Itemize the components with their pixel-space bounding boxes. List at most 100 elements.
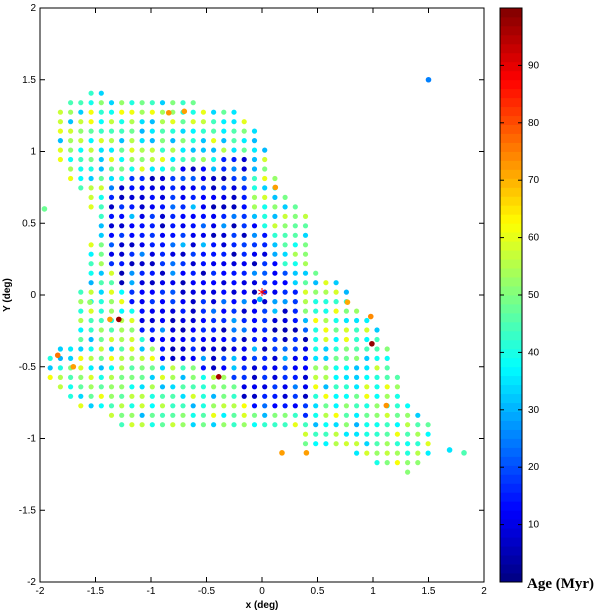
- scatter-point: [190, 393, 196, 399]
- scatter-point: [159, 175, 166, 182]
- scatter-point: [292, 384, 298, 390]
- scatter-point: [292, 289, 298, 295]
- colorbar-band: [500, 501, 522, 511]
- scatter-point: [374, 346, 380, 352]
- scatter-point: [98, 119, 104, 125]
- scatter-point: [262, 251, 268, 257]
- scatter-point: [231, 261, 237, 267]
- scatter-point: [323, 441, 329, 447]
- scatter-point: [88, 261, 94, 267]
- scatter-point: [374, 412, 380, 418]
- scatter-point: [292, 204, 298, 210]
- scatter-point: [68, 384, 74, 390]
- scatter-point: [159, 289, 166, 295]
- scatter-point: [313, 336, 319, 343]
- scatter-point: [149, 308, 155, 314]
- colorbar-band: [500, 321, 522, 332]
- colorbar-band: [500, 286, 522, 296]
- scatter-point: [251, 147, 258, 153]
- scatter-point: [139, 109, 145, 115]
- scatter-point: [374, 422, 380, 428]
- scatter-point: [415, 450, 421, 456]
- scatter-point: [170, 242, 176, 248]
- scatter-point: [313, 431, 319, 437]
- scatter-point: [68, 138, 74, 144]
- scatter-point: [170, 308, 176, 314]
- scatter-point: [108, 327, 115, 333]
- scatter-point: [313, 270, 319, 276]
- scatter-point: [139, 393, 145, 399]
- scatter-point: [107, 316, 113, 323]
- scatter-point: [88, 270, 94, 276]
- scatter-point: [98, 374, 104, 380]
- scatter-point: [149, 100, 155, 106]
- colorbar-band: [500, 330, 522, 341]
- colorbar-band: [500, 357, 522, 368]
- scatter-point: [180, 166, 186, 172]
- scatter-point: [354, 441, 360, 447]
- scatter-point: [241, 185, 247, 191]
- colorbar-band: [500, 88, 522, 99]
- scatter-point: [88, 100, 94, 106]
- scatter-point: [282, 299, 288, 305]
- scatter-point: [241, 422, 247, 428]
- scatter-point: [323, 403, 329, 409]
- scatter-point: [221, 308, 227, 314]
- scatter-point: [98, 346, 104, 352]
- scatter-point: [129, 299, 135, 305]
- scatter-point: [57, 384, 64, 390]
- scatter-point: [108, 128, 115, 134]
- scatter-point: [159, 109, 166, 115]
- y-tick-label: 0.5: [22, 218, 36, 229]
- scatter-point: [282, 308, 288, 314]
- colorbar-band: [500, 438, 522, 448]
- scatter-point: [200, 308, 206, 314]
- scatter-point: [272, 374, 278, 380]
- scatter-point: [292, 242, 298, 248]
- scatter-point: [98, 403, 104, 409]
- scatter-point: [88, 280, 94, 286]
- scatter-point: [251, 308, 258, 314]
- scatter-point: [364, 431, 370, 437]
- scatter-point: [108, 185, 115, 191]
- scatter-point: [272, 280, 278, 286]
- scatter-point: [292, 232, 298, 238]
- scatter-point: [200, 213, 206, 219]
- scatter-point: [384, 450, 390, 456]
- scatter-point: [292, 270, 298, 276]
- scatter-point: [251, 393, 258, 399]
- colorbar-band: [500, 303, 522, 314]
- scatter-point: [190, 422, 196, 428]
- scatter-point: [369, 340, 375, 347]
- scatter-point: [88, 204, 94, 210]
- scatter-point: [354, 365, 360, 371]
- colorbar-band: [500, 169, 522, 179]
- scatter-point: [170, 166, 176, 172]
- scatter-point: [108, 147, 115, 153]
- scatter-point: [108, 346, 115, 352]
- scatter-point: [262, 422, 268, 428]
- scatter-point: [272, 251, 278, 257]
- scatter-point: [241, 355, 247, 361]
- scatter-point: [313, 308, 319, 314]
- scatter-point: [241, 336, 247, 343]
- scatter-point: [384, 355, 390, 361]
- scatter-point: [170, 289, 176, 295]
- y-tick-label: -1: [27, 434, 36, 445]
- scatter-point: [98, 204, 104, 210]
- scatter-point: [119, 299, 125, 305]
- scatter-point: [139, 175, 145, 182]
- scatter-point: [139, 422, 145, 428]
- scatter-point: [364, 450, 370, 456]
- scatter-point: [170, 299, 176, 305]
- scatter-point: [47, 355, 53, 361]
- scatter-point: [211, 403, 217, 409]
- scatter-point: [200, 185, 206, 191]
- scatter-point: [119, 204, 125, 210]
- scatter-point: [313, 384, 319, 390]
- scatter-point: [251, 185, 258, 191]
- scatter-point: [231, 138, 237, 144]
- scatter-point: [108, 355, 115, 361]
- scatter-point: [159, 100, 166, 106]
- scatter-point: [221, 138, 227, 144]
